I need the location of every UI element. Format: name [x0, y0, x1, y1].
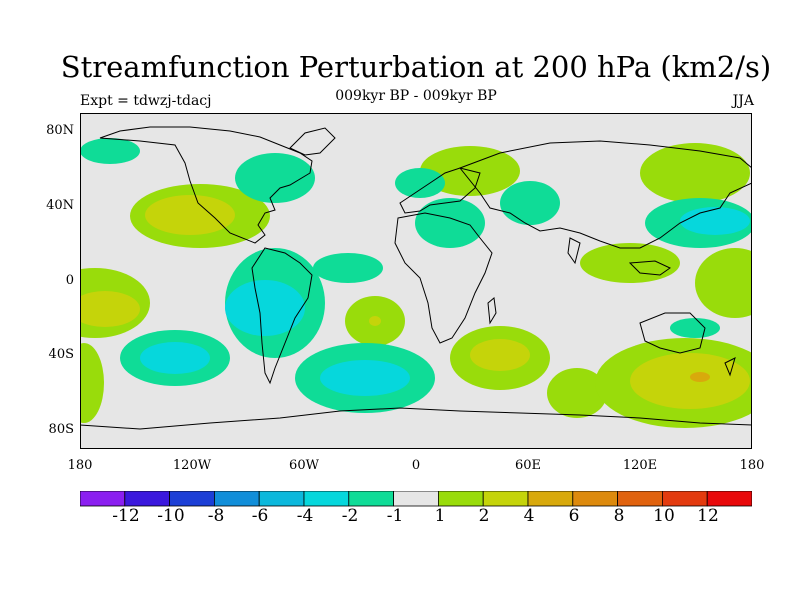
colorbar-swatch: [437, 491, 484, 507]
colorbar-swatch: [393, 491, 439, 507]
north-america-outline: [99, 126, 313, 244]
africa-outline: [394, 212, 493, 344]
australia-outline: [639, 312, 706, 354]
contour-patch: [640, 143, 750, 203]
map-svg: [40, 113, 775, 449]
contour-patch: [140, 342, 210, 374]
colorbar-swatch: [213, 491, 260, 507]
contour-patch: [369, 316, 381, 326]
colorbar-swatch: [124, 491, 170, 507]
colorbar-swatch: [169, 491, 215, 507]
europe-outline: [399, 167, 481, 214]
map-panel: [40, 113, 775, 449]
colorbar-label: 4: [523, 506, 535, 526]
colorbar-label: -10: [157, 506, 185, 526]
lon-label-0: 0: [411, 458, 421, 473]
map-frame: [80, 113, 752, 449]
contour-patch: [547, 368, 607, 418]
colorbar-swatch: [706, 491, 752, 507]
lat-label-80n: 80N: [46, 123, 74, 138]
south-america-outline: [251, 247, 313, 385]
new-zealand-outline: [724, 357, 736, 377]
colorbar-swatch: [482, 491, 529, 507]
colorbar-label: -6: [251, 506, 269, 526]
colorbar-label: 12: [697, 506, 719, 526]
colorbar-swatch: [572, 491, 618, 507]
contour-patch: [630, 353, 750, 409]
contour-patch: [680, 207, 750, 235]
contour-patch: [320, 360, 410, 396]
colorbar-swatch: [258, 491, 305, 507]
contour-patch: [70, 291, 140, 327]
colorbar-swatch: [662, 491, 708, 507]
contour-patch: [145, 195, 235, 235]
colorbar-swatch: [303, 491, 350, 507]
colorbar-label: 1: [434, 506, 446, 526]
colorbar-swatch: [617, 491, 663, 507]
contour-patch: [80, 138, 140, 164]
lon-label-60e: 60E: [514, 458, 542, 473]
lat-label-40n: 40N: [46, 198, 74, 213]
colorbar-label: -1: [386, 506, 404, 526]
contour-patch: [500, 181, 560, 225]
colorbar-label: 2: [478, 506, 490, 526]
colorbar-label: -2: [341, 506, 359, 526]
antarctica-outline: [79, 407, 753, 430]
contour-patch: [470, 339, 530, 371]
plot-subtitle: 009kyr BP - 009kyr BP: [335, 88, 497, 104]
lon-label-120w: 120W: [172, 458, 212, 473]
season-label: JJA: [732, 93, 754, 109]
lat-label-40s: 40S: [48, 347, 74, 362]
contour-patch: [225, 280, 305, 336]
maritime-continent-outline: [628, 260, 671, 276]
colorbar-swatch: [348, 491, 394, 507]
lon-label-60w: 60W: [289, 458, 319, 473]
greenland-outline: [289, 127, 336, 156]
lon-label-120e: 120E: [622, 458, 658, 473]
plot-title: Streamfunction Perturbation at 200 hPa (…: [60, 50, 772, 84]
colorbar: [80, 491, 752, 507]
colorbar-swatch: [527, 491, 574, 507]
contour-patch: [313, 253, 383, 283]
lon-label-180w: 180: [67, 458, 93, 473]
colorbar-label: 10: [653, 506, 675, 526]
colorbar-label: 8: [613, 506, 625, 526]
coastline-layer: [79, 126, 753, 430]
contour-patch: [395, 168, 445, 198]
contour-patch: [415, 198, 485, 248]
lon-label-180e: 180: [739, 458, 765, 473]
india-outline: [567, 237, 581, 265]
madagascar-outline: [487, 297, 497, 325]
contour-patch: [670, 318, 720, 338]
colorbar-label: -12: [112, 506, 140, 526]
asia-outline: [459, 140, 753, 249]
experiment-label: Expt = tdwzj-tdacj: [80, 93, 212, 109]
lat-label-0: 0: [65, 273, 74, 288]
colorbar-label: -4: [296, 506, 314, 526]
colorbar-label: -8: [207, 506, 225, 526]
colorbar-label: 6: [568, 506, 580, 526]
contour-patch: [235, 153, 315, 203]
colorbar-swatch: [80, 491, 126, 507]
contour-patch: [690, 372, 710, 382]
lat-label-80s: 80S: [48, 422, 74, 437]
